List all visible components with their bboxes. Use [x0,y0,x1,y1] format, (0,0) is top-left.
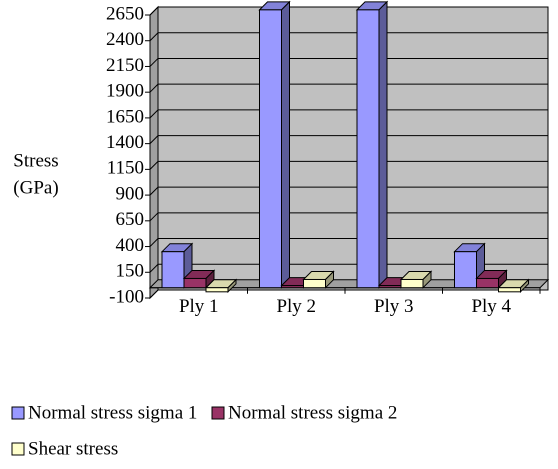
y-axis-label-line: Stress [13,150,58,171]
y-tick-label: 400 [116,235,145,256]
bar-front [356,9,380,289]
bar-front [281,285,304,289]
y-tick-label: -100 [109,286,144,307]
legend-label: Shear stress [28,438,118,459]
bar [355,0,389,289]
x-tick-label: Ply 2 [276,296,316,317]
y-tick-label: 2400 [106,29,144,50]
bar [475,269,508,289]
grid-line [149,83,548,93]
y-tick-label: 1650 [106,106,144,127]
bar-front [259,9,282,289]
bar [182,269,216,289]
legend-label: Normal stress sigma 2 [228,402,397,423]
bar-front [205,287,229,293]
y-tick-label: 650 [116,209,145,230]
grid-line [149,186,548,196]
bar [497,278,530,294]
x-tick-label: Ply 3 [374,296,414,317]
bar-side [281,0,290,289]
grid-line [149,135,548,144]
grid-line [149,57,548,67]
bar-front [454,251,477,289]
grid-line [149,32,548,42]
legend-swatch [11,442,25,456]
legend-swatch [211,406,225,420]
bar [399,270,433,289]
y-tick-label: 1900 [106,81,144,102]
grid-line [149,263,548,273]
bar-front [498,287,521,293]
grid-line [149,6,548,16]
y-axis-label-line: (GPa) [13,177,58,198]
bar-front [183,277,207,289]
grid-line [149,212,548,222]
y-tick-label: 2150 [106,55,144,76]
y-tick-label: 2650 [106,3,144,24]
bar [302,270,335,289]
bar-front [378,285,402,289]
x-tick-label: Ply 4 [471,296,511,317]
y-tick-label: 150 [116,261,145,282]
bar [204,278,238,294]
y-tick-label: 1400 [106,132,144,153]
bar [258,0,291,289]
x-tick-label: Ply 1 [179,296,219,317]
bar-front [476,277,499,289]
grid-line [149,238,548,247]
bar-front [161,251,185,289]
y-axis-label: Stress (GPa) [13,150,58,198]
legend-label: Normal stress sigma 1 [28,402,197,423]
grid-line [149,109,548,119]
bar-front [303,278,326,289]
bar-side [378,0,388,289]
y-tick-label: 1150 [107,158,144,179]
legend-swatch [11,406,25,420]
plot-wall [157,6,549,291]
grid-line [149,289,548,299]
bar-front [400,278,424,289]
y-tick-label: 900 [116,183,145,204]
grid-line [149,160,548,170]
side-wall [149,5,159,300]
